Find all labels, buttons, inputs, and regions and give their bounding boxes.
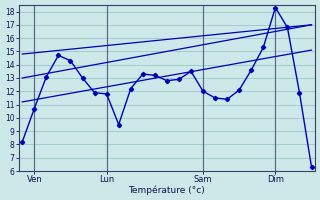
X-axis label: Température (°c): Température (°c) [129, 186, 205, 195]
